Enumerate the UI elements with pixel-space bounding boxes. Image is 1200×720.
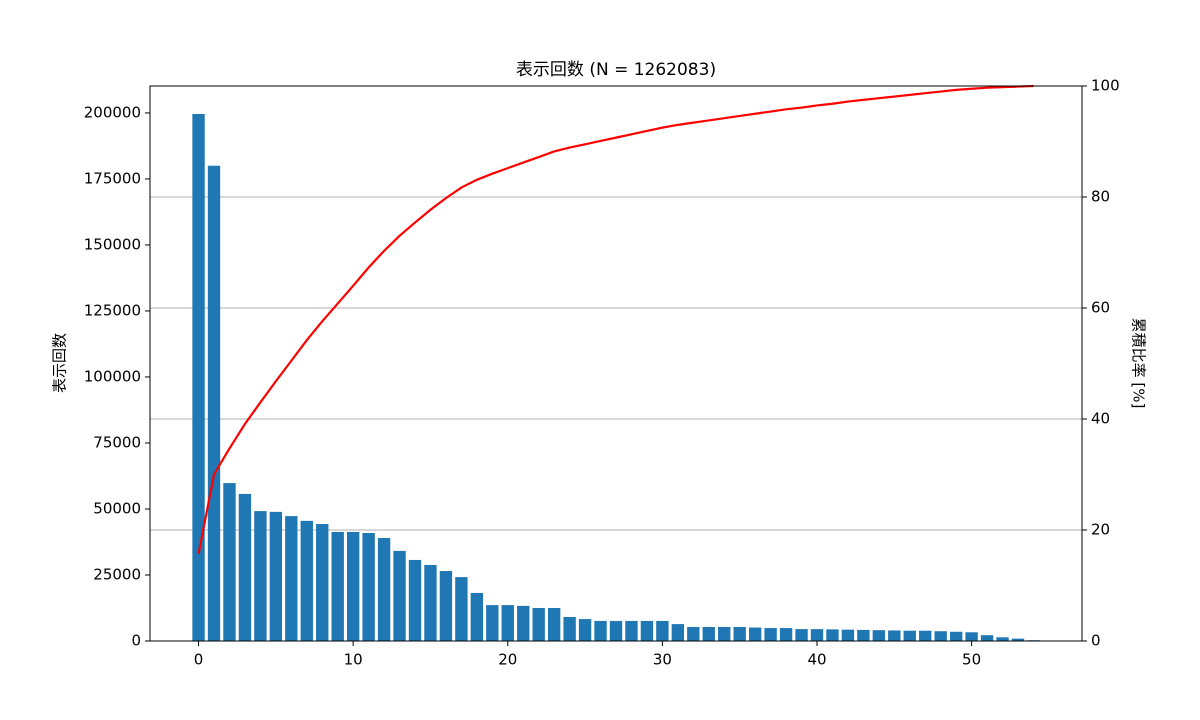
bar (238, 493, 252, 641)
bar (207, 165, 221, 641)
bar (192, 113, 205, 642)
bar (841, 629, 855, 641)
bar (223, 483, 236, 641)
x-tick-label: 0 (194, 651, 204, 669)
bar (748, 627, 762, 641)
bar (779, 628, 793, 641)
bar (872, 630, 886, 641)
bar (563, 616, 576, 641)
x-tick-label: 40 (807, 651, 826, 669)
bar (980, 635, 994, 641)
y-axis-label: 表示回数 (51, 333, 69, 393)
bar (470, 592, 484, 641)
bar (501, 605, 514, 641)
bar (702, 627, 715, 641)
bar (316, 524, 329, 641)
bar (903, 630, 916, 641)
bar (532, 607, 545, 641)
bar (733, 627, 746, 641)
y-tick-label: 175000 (84, 169, 141, 187)
y-tick-label: 0 (131, 632, 141, 650)
bar (687, 627, 700, 641)
x-tick-label: 30 (653, 651, 672, 669)
y-tick-label: 100000 (84, 367, 141, 385)
y-tick-label: 125000 (84, 301, 141, 319)
y2-tick-label: 40 (1091, 410, 1110, 428)
bar (269, 511, 283, 641)
bar (656, 620, 669, 641)
bar (455, 577, 468, 641)
x-tick-label: 50 (962, 651, 981, 669)
bar (486, 605, 499, 641)
bar (919, 630, 932, 641)
bar (285, 516, 298, 641)
bar (718, 627, 731, 641)
bar (795, 629, 808, 641)
y-tick-label: 50000 (93, 499, 141, 517)
bar (857, 629, 870, 641)
bar (377, 538, 391, 641)
y-tick-label: 75000 (93, 433, 141, 451)
bar (810, 629, 824, 641)
bar (671, 624, 685, 641)
bar (934, 631, 947, 641)
bar (625, 620, 638, 641)
bar (254, 511, 267, 641)
y2-tick-label: 60 (1091, 299, 1110, 317)
x-tick-label: 10 (344, 651, 363, 669)
cumulative-line (197, 84, 1034, 555)
bar (439, 571, 453, 641)
y2-tick-label: 0 (1091, 632, 1101, 650)
bar (826, 629, 839, 641)
y2-tick-label: 20 (1091, 521, 1110, 539)
y-tick-label: 25000 (93, 565, 141, 583)
bar (393, 550, 406, 641)
plot-frame (149, 85, 1083, 642)
y-tick-label: 200000 (84, 103, 141, 121)
bar (408, 559, 422, 641)
bar (547, 607, 561, 641)
bar (424, 564, 437, 641)
chart-title: 表示回数 (N = 1262083) (516, 60, 716, 80)
bar (764, 628, 777, 641)
bar (949, 631, 963, 641)
bar (965, 632, 978, 641)
bar (594, 620, 607, 641)
bar (996, 637, 1009, 641)
bar (517, 605, 530, 641)
bar (1011, 638, 1025, 641)
bar (609, 620, 623, 641)
y2-axis-label: 累積比率 [%] (1130, 318, 1148, 409)
bar (888, 630, 901, 641)
y2-tick-label: 80 (1091, 188, 1110, 206)
x-tick-label: 20 (498, 651, 517, 669)
y-tick-label: 150000 (84, 235, 141, 253)
y2-tick-label: 100 (1091, 77, 1120, 95)
bar (300, 520, 313, 641)
bar (578, 619, 592, 641)
bar (346, 531, 360, 641)
bar (640, 620, 654, 641)
bar (331, 531, 344, 641)
bar (362, 533, 375, 641)
